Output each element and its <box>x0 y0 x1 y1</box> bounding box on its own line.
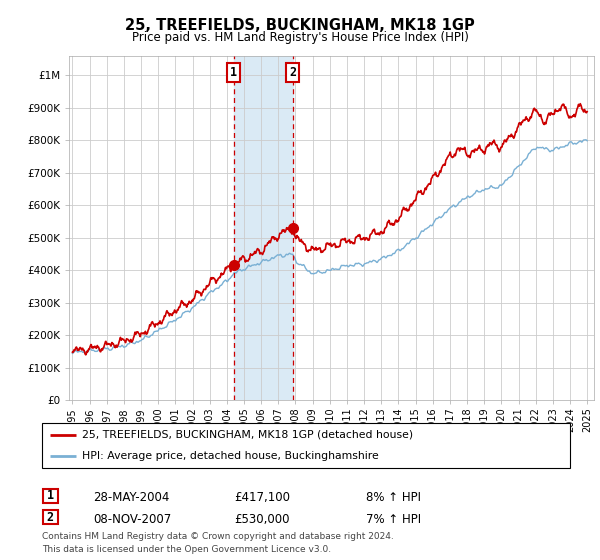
Text: 28-MAY-2004: 28-MAY-2004 <box>93 491 169 504</box>
Text: 2: 2 <box>289 66 296 79</box>
Text: 25, TREEFIELDS, BUCKINGHAM, MK18 1GP (detached house): 25, TREEFIELDS, BUCKINGHAM, MK18 1GP (de… <box>82 430 413 440</box>
Text: 8% ↑ HPI: 8% ↑ HPI <box>366 491 421 504</box>
Text: 08-NOV-2007: 08-NOV-2007 <box>93 512 171 526</box>
Text: 1: 1 <box>47 489 54 502</box>
Text: £530,000: £530,000 <box>234 512 290 526</box>
Text: 2: 2 <box>47 511 54 524</box>
Text: 25, TREEFIELDS, BUCKINGHAM, MK18 1GP: 25, TREEFIELDS, BUCKINGHAM, MK18 1GP <box>125 18 475 34</box>
Text: HPI: Average price, detached house, Buckinghamshire: HPI: Average price, detached house, Buck… <box>82 450 379 460</box>
Text: £417,100: £417,100 <box>234 491 290 504</box>
Text: 7% ↑ HPI: 7% ↑ HPI <box>366 512 421 526</box>
Text: Contains HM Land Registry data © Crown copyright and database right 2024.: Contains HM Land Registry data © Crown c… <box>42 532 394 541</box>
Text: Price paid vs. HM Land Registry's House Price Index (HPI): Price paid vs. HM Land Registry's House … <box>131 31 469 44</box>
Text: This data is licensed under the Open Government Licence v3.0.: This data is licensed under the Open Gov… <box>42 545 331 554</box>
Text: 1: 1 <box>230 66 237 79</box>
Bar <box>234 56 293 400</box>
